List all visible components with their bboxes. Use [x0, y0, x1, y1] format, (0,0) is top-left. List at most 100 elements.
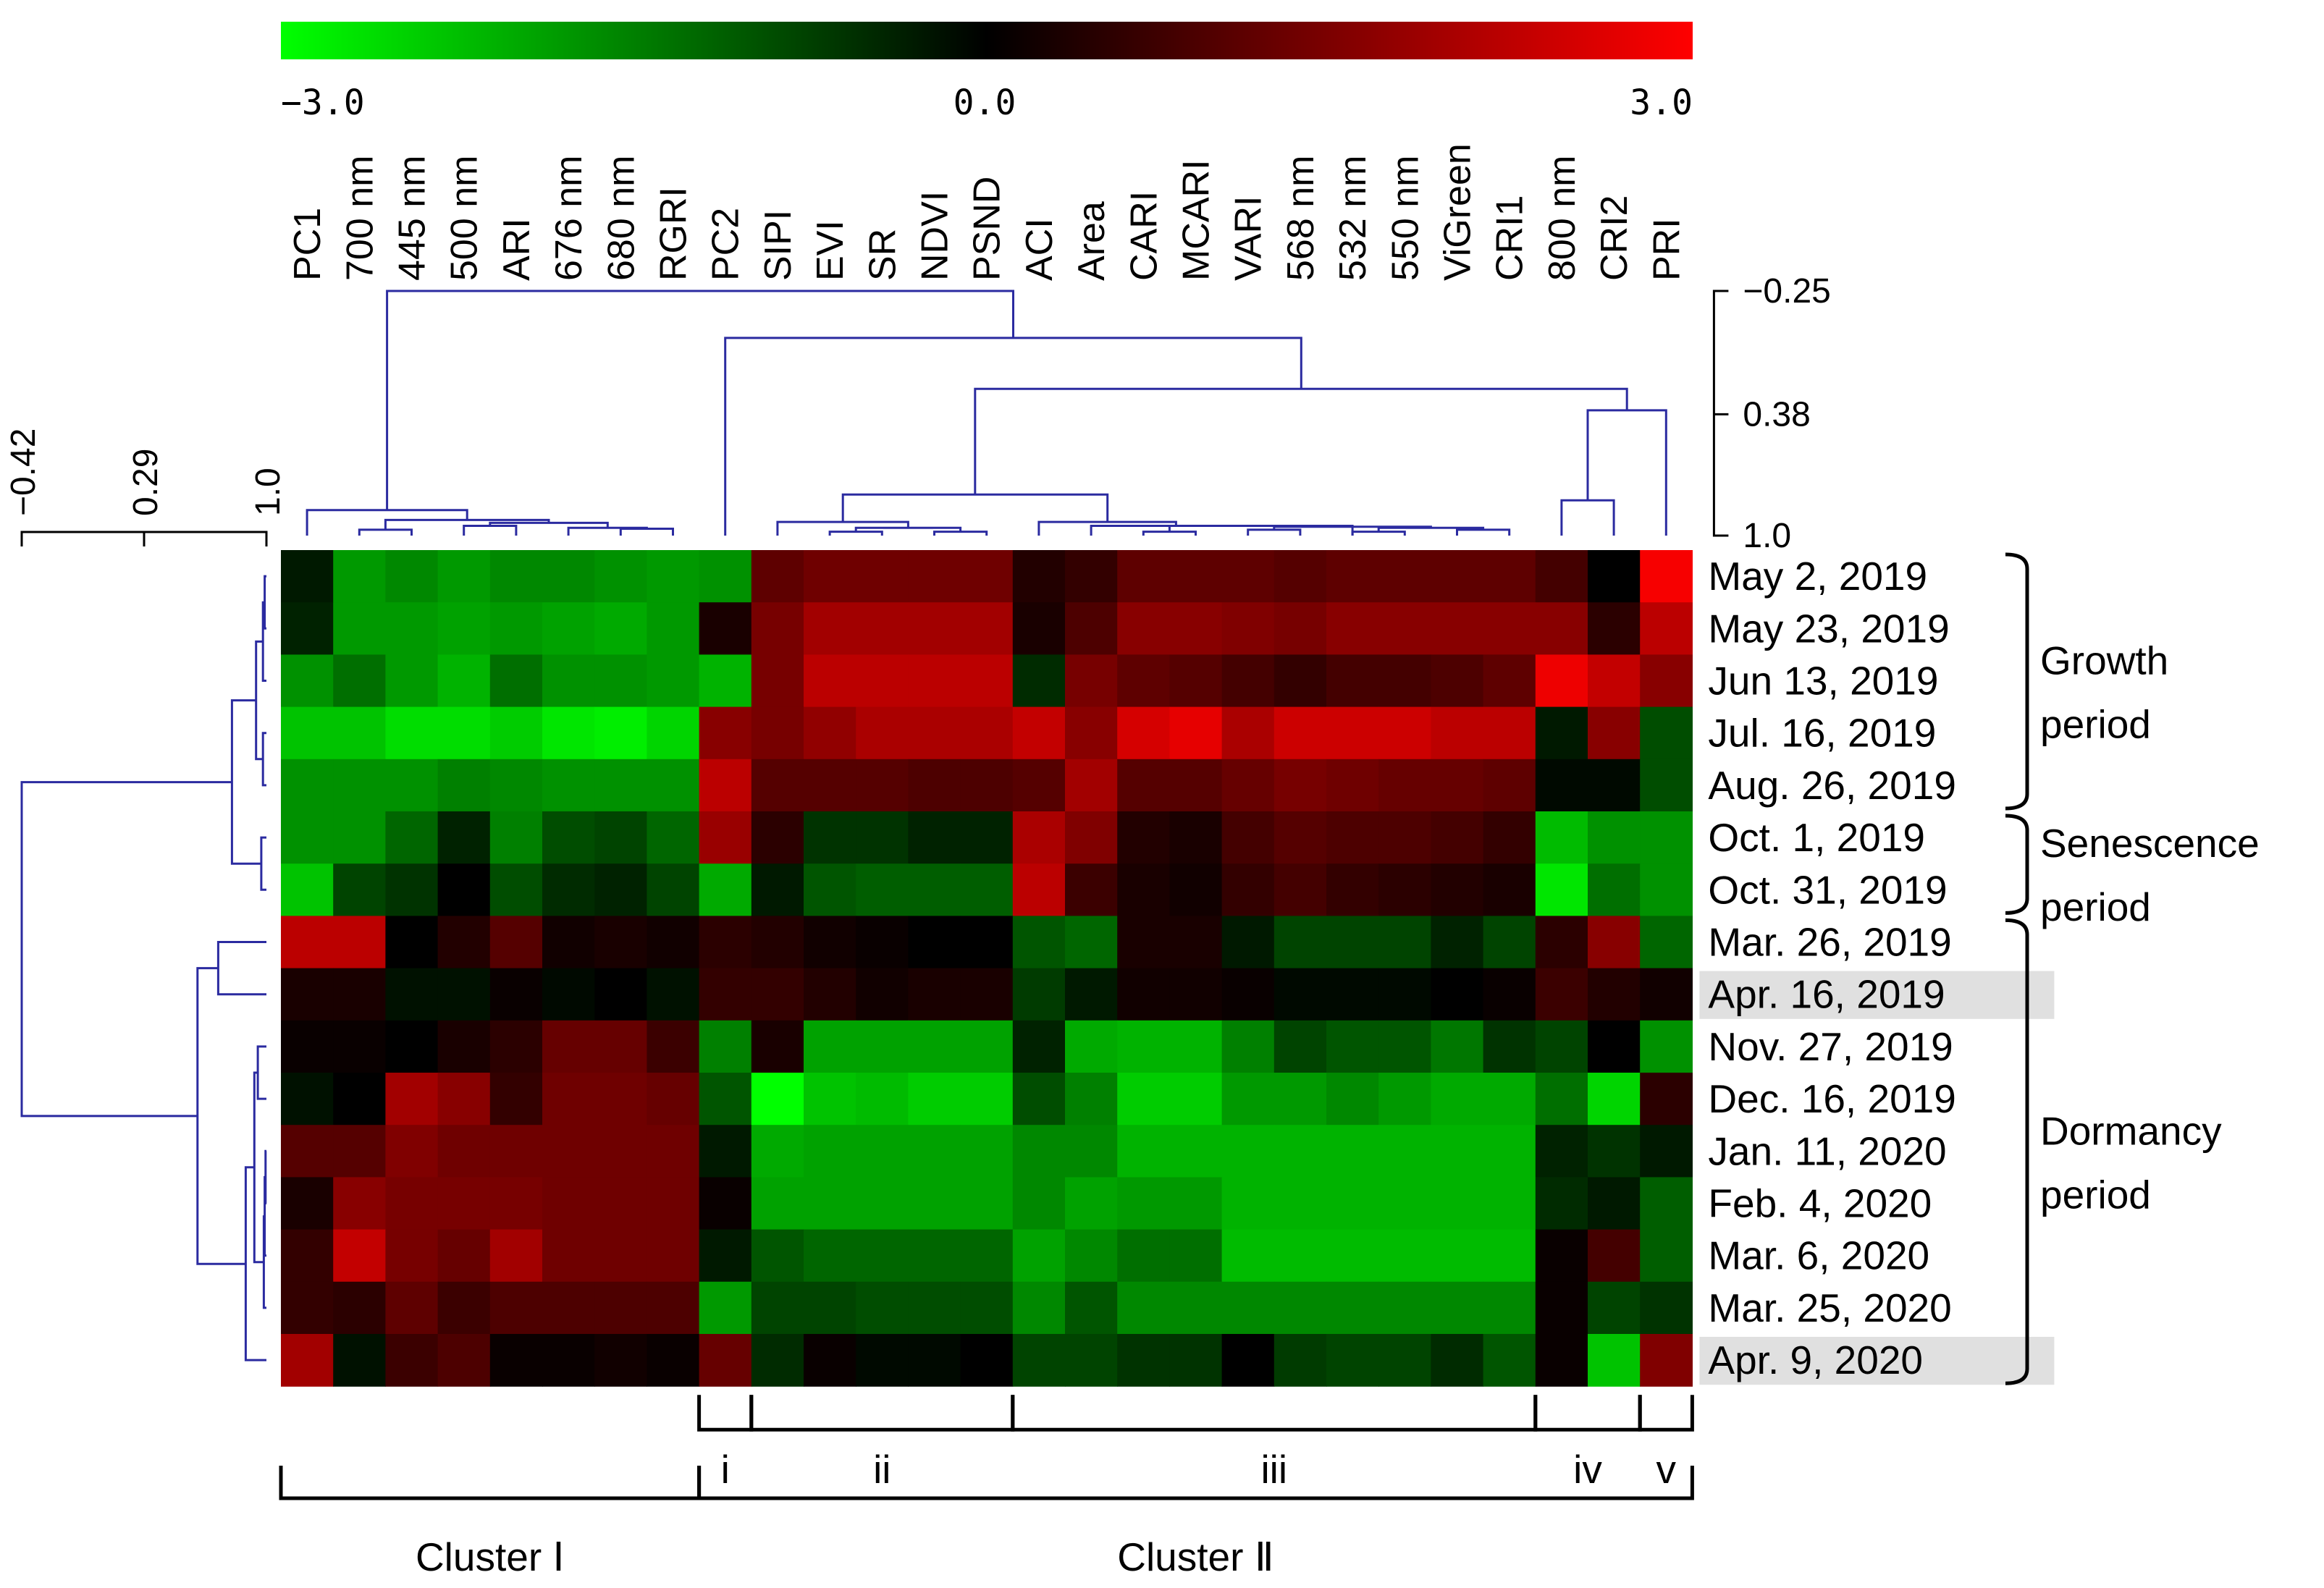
heatmap-cell	[1588, 1177, 1641, 1230]
heatmap-cell	[1326, 1125, 1379, 1178]
heatmap-cell	[385, 916, 439, 969]
heatmap-cell	[1431, 1281, 1484, 1335]
heatmap-cell	[1483, 1177, 1536, 1230]
heatmap-cell	[281, 1073, 334, 1125]
heatmap-cell	[1012, 1073, 1066, 1125]
heatmap-cell	[333, 916, 386, 969]
row-dendrogram-link	[196, 967, 246, 1265]
heatmap-cell	[1065, 1125, 1118, 1178]
heatmap-cell	[437, 602, 491, 655]
heatmap-cell	[1483, 1281, 1536, 1335]
heatmap-cell	[1431, 968, 1484, 1021]
heatmap-cell	[751, 706, 804, 760]
heatmap-cell	[1326, 550, 1379, 603]
row-dendrogram-link	[264, 575, 266, 630]
column-scale-label: 0.38	[1743, 395, 1810, 434]
row-scale-label: 1.0	[249, 468, 287, 516]
heatmap-cell	[908, 1073, 961, 1125]
heatmap-cell	[960, 1334, 1014, 1387]
heatmap-cell	[856, 1020, 909, 1073]
heatmap-cell	[960, 1073, 1014, 1125]
heatmap-cell	[647, 706, 700, 760]
heatmap-cell	[960, 1020, 1014, 1073]
heatmap-cell	[1588, 863, 1641, 916]
heatmap-cell	[1273, 1073, 1327, 1125]
heatmap-cell	[1273, 654, 1327, 708]
row-label: May 2, 2019	[1708, 554, 1927, 599]
heatmap-cell	[1326, 1020, 1379, 1073]
heatmap-cell	[542, 1125, 595, 1178]
period-bracket	[2005, 552, 2029, 811]
heatmap-cell	[542, 811, 595, 864]
column-label: MCARI	[1176, 159, 1218, 281]
heatmap-cell	[1326, 1177, 1379, 1230]
heatmap-cell	[1117, 811, 1170, 864]
column-label: SIPI	[757, 210, 799, 281]
period-label: Senescence	[2040, 821, 2260, 866]
heatmap-cell	[1169, 706, 1223, 760]
heatmap-cell	[1431, 550, 1484, 603]
cluster-label: Cluster Ⅰ	[416, 1534, 565, 1579]
heatmap-cell	[489, 1281, 543, 1335]
column-label: VARI	[1228, 195, 1270, 281]
heatmap-cell	[1221, 1177, 1275, 1230]
heatmap-cell	[1640, 916, 1693, 969]
heatmap-cell	[333, 759, 386, 812]
column-label: 500 nm	[444, 156, 486, 281]
heatmap-cell	[385, 759, 439, 812]
heatmap-cell	[804, 1229, 856, 1283]
heatmap-cell	[542, 706, 595, 760]
heatmap-cell	[281, 863, 334, 916]
heatmap-cell	[960, 602, 1014, 655]
heatmap-cell	[437, 968, 491, 1021]
heatmap-cell	[1326, 916, 1379, 969]
heatmap-cell	[1326, 602, 1379, 655]
heatmap-cell	[1431, 602, 1484, 655]
heatmap-cell	[908, 811, 961, 864]
column-dendrogram-link	[1560, 499, 1615, 536]
row-dendrogram-link	[20, 781, 232, 1118]
heatmap-cell	[960, 759, 1014, 812]
heatmap-cell	[1431, 1020, 1484, 1073]
heatmap-cell	[1431, 916, 1484, 969]
heatmap-cell	[594, 1281, 647, 1335]
heatmap-cell	[1273, 1177, 1327, 1230]
heatmap-cell	[1588, 550, 1641, 603]
heatmap-cell	[1640, 550, 1693, 603]
heatmap-cell	[489, 602, 543, 655]
heatmap-cell	[1117, 1229, 1170, 1283]
heatmap-cell	[1431, 811, 1484, 864]
heatmap-cell	[856, 1334, 909, 1387]
heatmap-cell	[1169, 550, 1223, 603]
heatmap-cell	[1483, 968, 1536, 1021]
heatmap-cell	[1221, 1281, 1275, 1335]
heatmap-cell	[489, 654, 543, 708]
heatmap-cell	[1326, 811, 1379, 864]
column-label: 676 nm	[548, 156, 590, 281]
heatmap-cell	[960, 916, 1014, 969]
heatmap-cell	[856, 1229, 909, 1283]
heatmap-cell	[751, 759, 804, 812]
heatmap-cell	[1273, 1125, 1327, 1178]
heatmap-cell	[908, 1020, 961, 1073]
heatmap-cell	[856, 1125, 909, 1178]
heatmap-cell	[856, 706, 909, 760]
heatmap-cell	[699, 1020, 752, 1073]
period-label: period	[2040, 702, 2151, 747]
heatmap-cell	[1221, 706, 1275, 760]
heatmap-cell	[542, 968, 595, 1021]
heatmap-cell	[804, 916, 856, 969]
row-label: Nov. 27, 2019	[1708, 1024, 1953, 1069]
heatmap-cell	[1378, 1281, 1431, 1335]
color-scale-min-label: −3.0	[281, 83, 365, 123]
heatmap-cell	[699, 1177, 752, 1230]
heatmap-cell	[1273, 706, 1327, 760]
subcluster-label: iii	[1260, 1447, 1287, 1492]
heatmap-cell	[281, 1281, 334, 1335]
heatmap-cell	[699, 811, 752, 864]
heatmap-cell	[437, 1281, 491, 1335]
heatmap-cell	[908, 1229, 961, 1283]
subcluster-label: i	[721, 1447, 730, 1492]
heatmap-cell	[1012, 863, 1066, 916]
column-similarity-scale: −0.25 0.38 1.0	[1712, 272, 1831, 555]
